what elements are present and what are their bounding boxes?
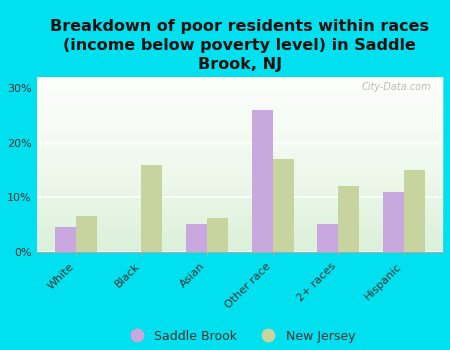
- Bar: [338, 186, 359, 252]
- Bar: [383, 192, 404, 252]
- Bar: [76, 216, 97, 252]
- Bar: [273, 159, 293, 252]
- Bar: [186, 224, 207, 252]
- Bar: [141, 164, 162, 252]
- Bar: [317, 224, 338, 252]
- Legend: Saddle Brook, New Jersey: Saddle Brook, New Jersey: [119, 325, 360, 348]
- Bar: [55, 228, 76, 252]
- Bar: [207, 218, 228, 252]
- Text: City-Data.com: City-Data.com: [361, 82, 431, 92]
- Bar: [252, 110, 273, 252]
- Bar: [404, 170, 425, 252]
- Title: Breakdown of poor residents within races
(income below poverty level) in Saddle
: Breakdown of poor residents within races…: [50, 20, 429, 72]
